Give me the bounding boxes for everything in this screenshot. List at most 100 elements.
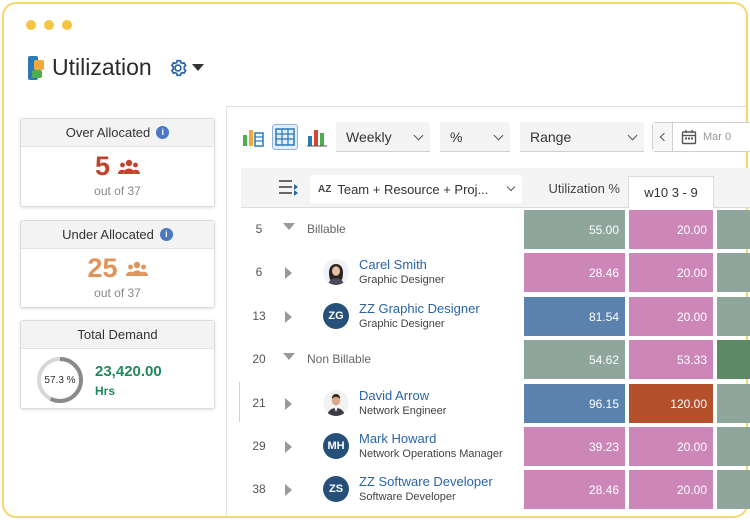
utilization-cell[interactable]: 28.46 [524, 253, 625, 292]
demand-percent: 57.3 % [44, 374, 76, 386]
week-cell[interactable]: 20.00 [629, 253, 713, 292]
resource-name-link[interactable]: ZZ Graphic Designer [359, 301, 480, 316]
kpi-under-allocated[interactable]: Under Allocated i 25 out of 37 [20, 220, 215, 308]
panel-divider [226, 106, 227, 516]
avatar: ZG [323, 303, 349, 329]
utilization-cell[interactable]: 28.46 [524, 470, 625, 509]
table-row[interactable]: 21 David Arrow Network Engineer 96.15 120.0… [241, 382, 750, 425]
kpi-under-label: Under Allocated [62, 227, 154, 242]
window-dot-close[interactable] [26, 20, 36, 30]
chevron-down-icon [413, 130, 424, 141]
unit-value: % [450, 128, 463, 145]
grid-icon [275, 128, 295, 146]
table-row[interactable]: 20 Non Billable 54.62 53.33 [241, 338, 750, 381]
next-week-cell[interactable] [717, 253, 750, 292]
view-toolbar [240, 122, 336, 152]
table-row[interactable]: 13 ZG ZZ Graphic Designer Graphic Designer 8… [241, 295, 750, 338]
table-row[interactable]: 29 MH Mark Howard Network Operations Manage… [241, 425, 750, 468]
utilization-cell[interactable]: 96.15 [524, 384, 625, 423]
next-week-cell[interactable] [717, 210, 750, 249]
kpi-total-demand[interactable]: Total Demand 57.3 % 23,420.00 Hrs [20, 320, 215, 409]
demand-value: 23,420.00 [95, 362, 162, 380]
resource-name-link[interactable]: David Arrow [359, 388, 430, 403]
table-row[interactable]: 38 ZS ZZ Software Developer Software Develo… [241, 468, 750, 511]
collapse-caret-icon[interactable] [283, 223, 295, 230]
demand-donut-arc [37, 357, 83, 403]
chevron-down-icon [627, 130, 638, 141]
period-value: Weekly [346, 128, 392, 145]
header-divider [226, 106, 746, 107]
people-icon [118, 159, 141, 174]
next-week-cell[interactable] [717, 384, 750, 423]
utilization-cell[interactable]: 54.62 [524, 340, 625, 379]
expand-caret-icon[interactable] [285, 398, 292, 410]
kpi-demand-label: Total Demand [77, 327, 158, 342]
resource-name-link[interactable]: ZZ Software Developer [359, 474, 493, 489]
table-row[interactable]: 6 Carel Smith Graphic Designer 28.46 20.00 [241, 251, 750, 294]
collapse-caret-icon[interactable] [283, 353, 295, 360]
period-select[interactable]: Weekly [336, 122, 430, 152]
week-cell[interactable]: 20.00 [629, 427, 713, 466]
demand-donut-chart: 57.3 % [35, 355, 85, 405]
date-prev-button[interactable] [653, 123, 673, 151]
week-cell[interactable]: 20.00 [629, 470, 713, 509]
week-cell[interactable]: 120.00 [629, 384, 713, 423]
info-icon[interactable]: i [159, 228, 173, 241]
avatar: MH [323, 433, 349, 459]
grouping-select[interactable]: AZ Team + Resource + Proj... [310, 175, 522, 203]
chart-view-button[interactable] [304, 124, 330, 150]
sort-az-icon: AZ [318, 183, 332, 195]
resource-role: Network Operations Manager [359, 448, 503, 460]
date-input: Mar 0 [703, 131, 732, 143]
utilization-cell[interactable]: 39.23 [524, 427, 625, 466]
chart-table-view-button[interactable] [240, 124, 266, 150]
column-header-week[interactable]: w10 3 - 9 [628, 176, 714, 208]
table-row[interactable]: 5 Billable 55.00 20.00 [241, 208, 750, 251]
next-week-cell[interactable] [717, 470, 750, 509]
week-cell[interactable]: 20.00 [629, 297, 713, 336]
kpi-under-value-row: 25 [87, 253, 148, 284]
kpi-over-sub: out of 37 [94, 184, 141, 198]
resource-name-link[interactable]: Carel Smith [359, 257, 427, 272]
expand-caret-icon[interactable] [285, 267, 292, 279]
kpi-header: Total Demand [21, 321, 214, 349]
week-cell[interactable]: 53.33 [629, 340, 713, 379]
chevron-left-icon [659, 132, 669, 142]
range-value: Range [530, 128, 572, 145]
next-week-cell[interactable] [717, 427, 750, 466]
gear-icon[interactable] [168, 58, 188, 78]
resource-name-link[interactable]: Mark Howard [359, 431, 437, 446]
expand-caret-icon[interactable] [285, 484, 292, 496]
week-cell[interactable]: 20.00 [629, 210, 713, 249]
demand-unit: Hrs [95, 383, 116, 398]
utilization-cell[interactable]: 81.54 [524, 297, 625, 336]
kpi-under-value: 25 [87, 253, 118, 283]
window-dot-maximize[interactable] [62, 20, 72, 30]
calendar-icon[interactable] [681, 129, 697, 145]
title-bar: Utilization [28, 54, 204, 81]
expand-caret-icon[interactable] [285, 311, 292, 323]
next-week-cell[interactable] [717, 297, 750, 336]
range-select[interactable]: Range [520, 122, 644, 152]
window-dot-minimize[interactable] [44, 20, 54, 30]
kpi-over-allocated[interactable]: Over Allocated i 5 out of 37 [20, 118, 215, 207]
date-picker[interactable]: Mar 0 [652, 122, 750, 152]
unit-select[interactable]: % [440, 122, 510, 152]
page-title: Utilization [52, 54, 152, 80]
bar-chart-icon [307, 130, 327, 147]
kpi-over-label: Over Allocated [65, 125, 151, 140]
settings-dropdown-caret-icon[interactable] [191, 64, 204, 71]
info-icon[interactable]: i [156, 126, 170, 139]
next-week-cell[interactable] [717, 340, 750, 379]
column-header-utilization[interactable]: Utilization % [548, 180, 620, 196]
expand-caret-icon[interactable] [285, 441, 292, 453]
expand-collapse-icon[interactable] [278, 178, 300, 198]
row-selection-indicator [239, 382, 240, 422]
row-number: 20 [252, 352, 266, 366]
row-number: 38 [252, 482, 266, 496]
resource-role: Graphic Designer [359, 274, 445, 286]
grid-view-button[interactable] [272, 124, 298, 150]
avatar: ZS [323, 476, 349, 502]
utilization-cell[interactable]: 55.00 [524, 210, 625, 249]
kpi-header: Over Allocated i [21, 119, 214, 147]
